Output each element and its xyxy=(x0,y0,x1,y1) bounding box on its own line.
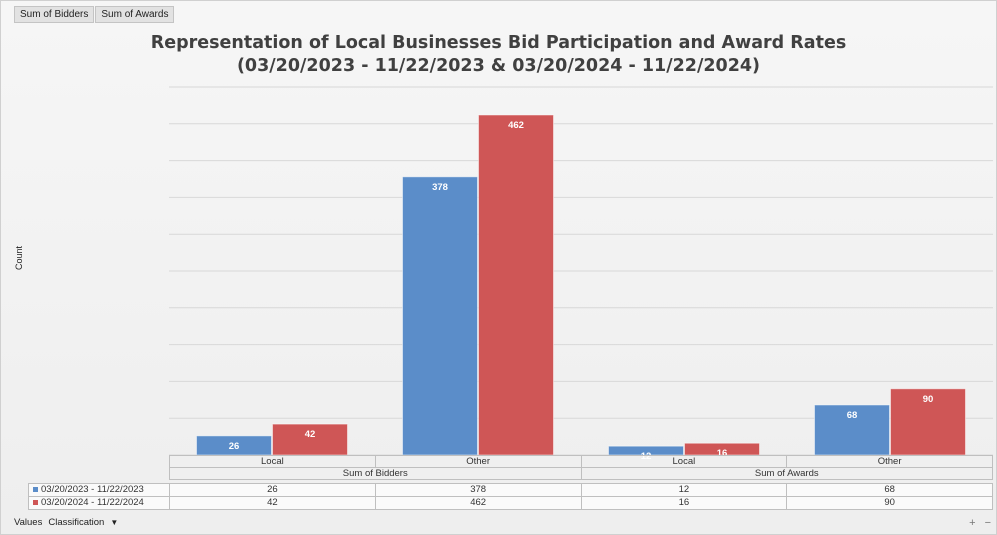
series-name: 03/20/2023 - 11/22/2023 xyxy=(41,484,144,495)
zoom-in-icon[interactable]: + xyxy=(969,517,976,529)
data-cell: 378 xyxy=(374,483,582,497)
bar[interactable] xyxy=(272,423,348,456)
data-table: 03/20/2023 - 11/22/2023 26 378 12 68 03/… xyxy=(28,483,993,510)
data-table-row: 03/20/2023 - 11/22/2023 26 378 12 68 xyxy=(28,483,993,497)
bar[interactable] xyxy=(814,404,890,456)
zoom-controls: + − xyxy=(963,517,991,529)
data-label: 90 xyxy=(923,394,934,405)
bar[interactable] xyxy=(402,176,478,456)
category-axis-table: Local Other Local Other Sum of Bidders S… xyxy=(169,455,993,480)
bar[interactable] xyxy=(478,114,554,456)
legend-entry: 03/20/2023 - 11/22/2023 xyxy=(28,483,170,497)
data-cell: 42 xyxy=(169,496,376,510)
data-cell: 26 xyxy=(169,483,376,497)
data-label: 42 xyxy=(305,429,316,440)
bar[interactable] xyxy=(890,388,966,456)
data-cell: 462 xyxy=(374,496,582,510)
chart-title-block: Representation of Local Businesses Bid P… xyxy=(0,32,997,78)
data-label: 378 xyxy=(432,182,448,193)
chevron-down-icon[interactable]: ▼ xyxy=(110,518,119,527)
classification-field-button[interactable]: Classification xyxy=(48,517,105,528)
zoom-out-icon[interactable]: − xyxy=(984,517,991,529)
data-label: 26 xyxy=(229,441,240,452)
data-label: 462 xyxy=(508,120,524,131)
data-table-row: 03/20/2024 - 11/22/2024 42 462 16 90 xyxy=(28,496,993,510)
category-label: Local xyxy=(169,455,376,468)
group-label: Sum of Bidders xyxy=(169,467,582,480)
category-label: Other xyxy=(374,455,582,468)
data-cell: 16 xyxy=(580,496,788,510)
sum-of-bidders-field-button[interactable]: Sum of Bidders xyxy=(14,6,95,23)
group-label: Sum of Awards xyxy=(580,467,993,480)
category-label: Local xyxy=(580,455,788,468)
field-buttons: Sum of Bidders Sum of Awards xyxy=(14,6,175,23)
data-label: 68 xyxy=(847,410,858,421)
legend-swatch xyxy=(33,486,38,492)
category-label: Other xyxy=(786,455,993,468)
sum-of-awards-field-button[interactable]: Sum of Awards xyxy=(95,6,175,23)
data-label: 16 xyxy=(717,448,728,459)
series-name: 03/20/2024 - 11/22/2024 xyxy=(41,497,144,508)
bottom-field-bar: Values Classification ▼ xyxy=(14,517,124,528)
bar[interactable] xyxy=(608,445,684,456)
chart-title: Representation of Local Businesses Bid P… xyxy=(150,33,847,53)
legend-swatch xyxy=(33,499,38,505)
bar[interactable] xyxy=(684,442,760,456)
data-cell: 90 xyxy=(786,496,993,510)
values-field-button[interactable]: Values xyxy=(14,517,43,528)
data-cell: 12 xyxy=(580,483,788,497)
legend-entry: 03/20/2024 - 11/22/2024 xyxy=(28,496,170,510)
chart-subtitle: (03/20/2023 - 11/22/2023 & 03/20/2024 - … xyxy=(236,56,761,76)
data-cell: 68 xyxy=(786,483,993,497)
